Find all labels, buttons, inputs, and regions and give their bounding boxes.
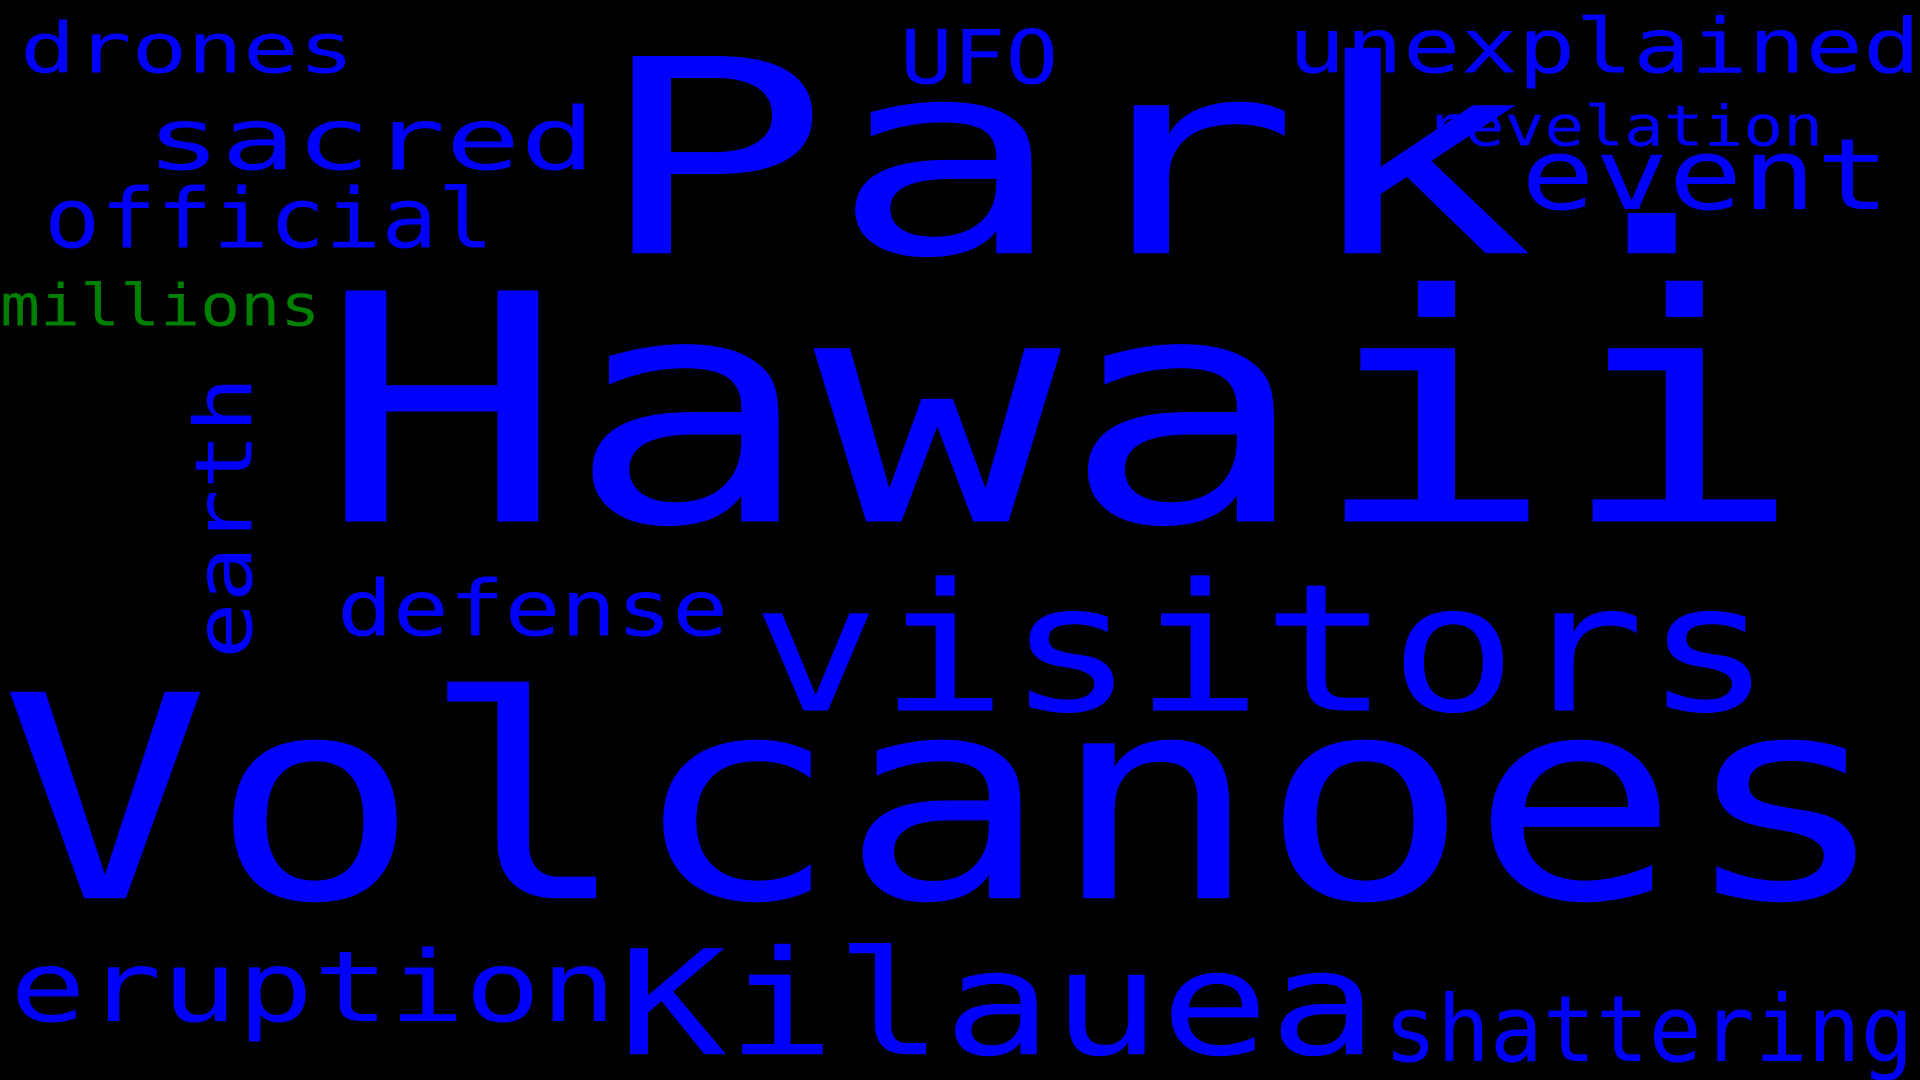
word-hawaii: Hawaii (318, 228, 1805, 597)
word-ufo: UFO (900, 14, 1059, 102)
word-shattering: shattering (1384, 975, 1914, 1080)
word-millions: millions (0, 272, 321, 340)
word-defense: defense (337, 564, 729, 655)
word-eruption: eruption (10, 930, 617, 1045)
word-visitors: visitors (752, 546, 1773, 754)
word-drones: drones (20, 9, 355, 90)
word-revelation: revelation (1425, 93, 1823, 159)
word-official: official (44, 170, 494, 268)
word-earth: earth (178, 376, 271, 659)
word-sacred: sacred (146, 90, 596, 191)
word-event: event (1521, 117, 1890, 233)
word-park: Park. (595, 3, 1770, 318)
word-kilauea: Kilauea (618, 919, 1378, 1080)
word-unexplained: unexplained (1288, 2, 1920, 91)
word-volcanoes: Volcanoes (0, 636, 1891, 966)
